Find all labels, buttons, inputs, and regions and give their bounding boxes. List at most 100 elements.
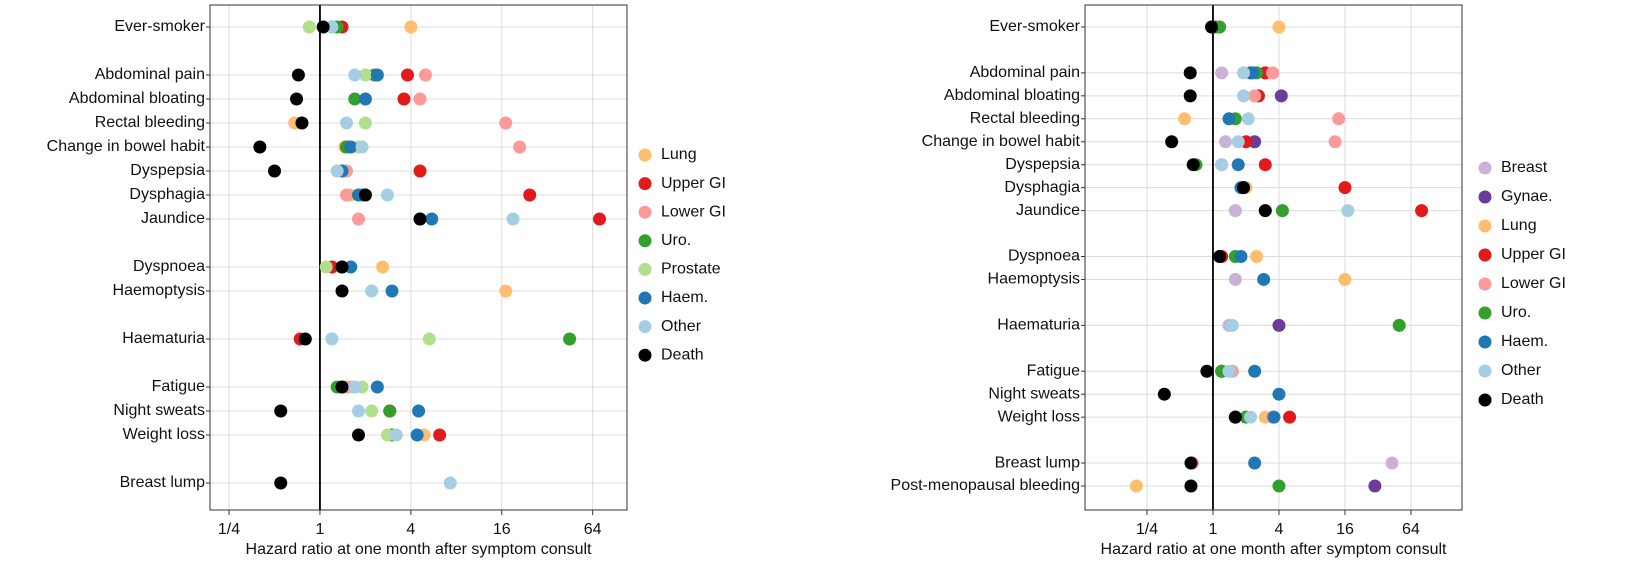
point xyxy=(563,332,577,346)
point xyxy=(1218,135,1232,149)
y-tick-label: Abdominal bloating xyxy=(69,90,205,107)
y-tick-label: Night sweats xyxy=(988,385,1080,402)
point xyxy=(389,428,403,442)
point xyxy=(365,404,379,418)
point xyxy=(358,92,372,106)
point xyxy=(1272,20,1286,34)
point xyxy=(1222,364,1236,378)
point xyxy=(592,212,606,226)
point xyxy=(1237,66,1251,80)
point xyxy=(1241,112,1255,126)
point xyxy=(1178,112,1192,126)
y-tick-label: Breast lump xyxy=(995,454,1080,471)
point xyxy=(1200,364,1214,378)
legend-label: Other xyxy=(1501,362,1542,379)
y-tick-label: Haematuria xyxy=(997,317,1080,334)
legend-marker xyxy=(1478,190,1492,204)
point xyxy=(358,68,372,82)
point xyxy=(443,476,457,490)
y-tick-label: Haemoptysis xyxy=(988,271,1080,288)
point xyxy=(400,68,414,82)
legend-label: Lung xyxy=(1501,217,1537,234)
point xyxy=(1237,89,1251,103)
point xyxy=(1341,204,1355,218)
point xyxy=(355,140,369,154)
legend-marker xyxy=(1478,306,1492,320)
point xyxy=(410,428,424,442)
legend-label: Uro. xyxy=(1501,304,1531,321)
point xyxy=(1385,456,1399,470)
point xyxy=(413,212,427,226)
legend-marker xyxy=(1478,277,1492,291)
point xyxy=(1272,479,1286,493)
point xyxy=(425,212,439,226)
point xyxy=(351,212,365,226)
legend-marker xyxy=(1478,393,1492,407)
y-tick-label: Dyspnoea xyxy=(1008,248,1080,265)
y-tick-label: Dysphagia xyxy=(1004,179,1080,196)
y-tick-label: Abdominal bloating xyxy=(944,87,1080,104)
x-tick-label: 16 xyxy=(1336,521,1354,538)
y-tick-label: Weight loss xyxy=(123,426,205,443)
point xyxy=(351,404,365,418)
point xyxy=(1248,456,1262,470)
point xyxy=(1328,135,1342,149)
point xyxy=(1165,135,1179,149)
legend-label: Uro. xyxy=(661,232,691,249)
point xyxy=(1228,204,1242,218)
point xyxy=(1184,456,1198,470)
point xyxy=(1267,410,1281,424)
legend-label: Death xyxy=(1501,391,1544,408)
legend-label: Lower GI xyxy=(1501,275,1566,292)
point xyxy=(1332,112,1346,126)
point xyxy=(404,20,418,34)
y-tick-label: Dyspepsia xyxy=(130,162,205,179)
legend-marker xyxy=(1478,248,1492,262)
point xyxy=(383,404,397,418)
legend-label: Breast xyxy=(1501,159,1548,176)
point xyxy=(351,428,365,442)
point xyxy=(316,20,330,34)
point xyxy=(291,68,305,82)
y-tick-label: Jaundice xyxy=(141,210,205,227)
point xyxy=(267,164,281,178)
point xyxy=(1184,479,1198,493)
y-tick-label: Post-menopausal bleeding xyxy=(891,477,1080,494)
x-tick-label: 4 xyxy=(406,521,415,538)
y-tick-label: Dyspepsia xyxy=(1005,156,1080,173)
point xyxy=(325,332,339,346)
legend-marker xyxy=(1478,364,1492,378)
y-tick-label: Ever-smoker xyxy=(114,18,205,35)
point xyxy=(1266,66,1280,80)
point xyxy=(302,20,316,34)
point xyxy=(344,140,358,154)
y-tick-label: Dysphagia xyxy=(129,186,205,203)
y-tick-label: Ever-smoker xyxy=(989,18,1080,35)
y-tick-label: Haematuria xyxy=(122,330,205,347)
point xyxy=(274,476,288,490)
point xyxy=(348,380,362,394)
legend-label: Haem. xyxy=(1501,333,1548,350)
y-tick-label: Rectal bleeding xyxy=(95,114,205,131)
point xyxy=(376,260,390,274)
legend-label: Haem. xyxy=(661,289,708,306)
point xyxy=(1244,410,1258,424)
x-tick-label: 16 xyxy=(493,521,511,538)
x-tick-label: 64 xyxy=(584,521,602,538)
point xyxy=(348,92,362,106)
point xyxy=(413,164,427,178)
point xyxy=(422,332,436,346)
y-tick-label: Change in bowel habit xyxy=(922,133,1081,150)
y-tick-label: Night sweats xyxy=(113,402,205,419)
point xyxy=(1234,250,1248,263)
point xyxy=(1392,318,1406,332)
point xyxy=(1183,66,1197,80)
legend-label: Upper GI xyxy=(1501,246,1566,263)
point xyxy=(513,140,527,154)
point xyxy=(499,116,513,130)
point xyxy=(1415,204,1429,218)
point xyxy=(370,380,384,394)
point xyxy=(290,92,304,106)
point xyxy=(340,188,354,202)
plot-frame xyxy=(209,4,628,511)
